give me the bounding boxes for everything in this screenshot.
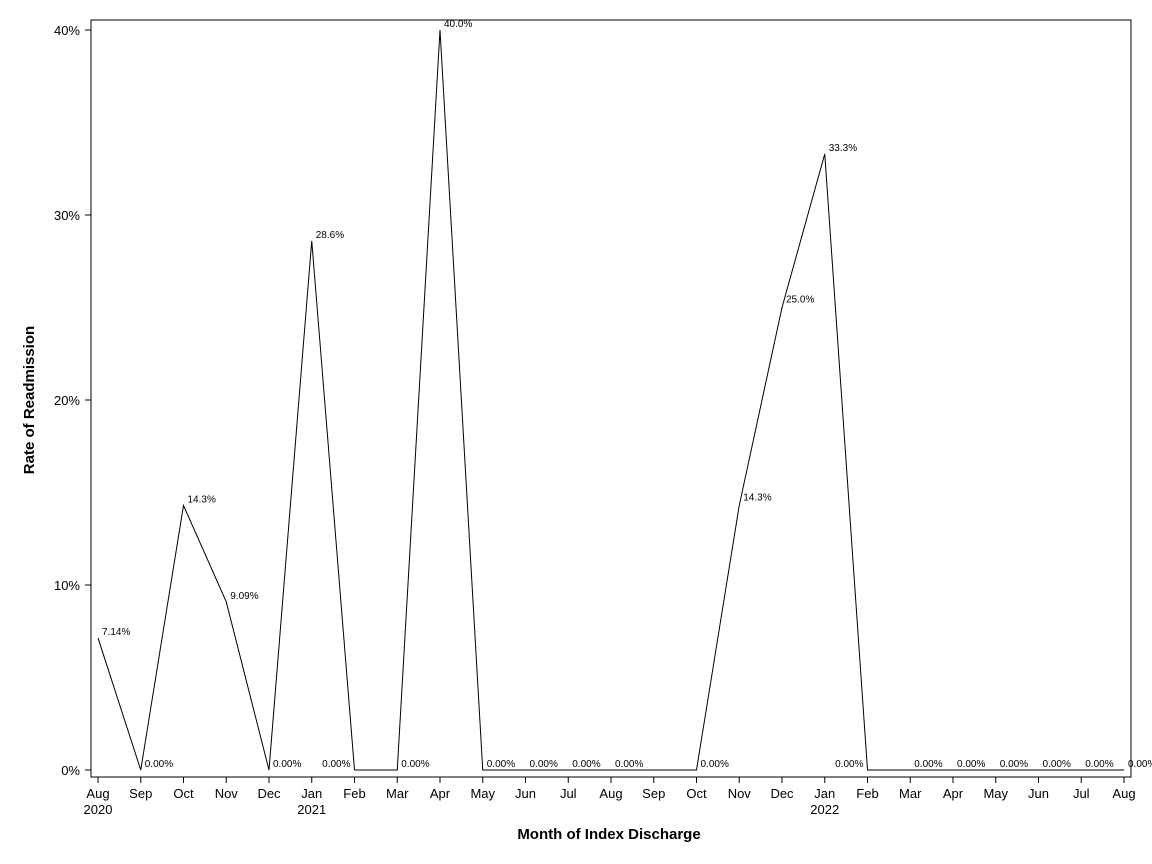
data-label: 0.00% xyxy=(572,759,600,770)
data-label: 0.00% xyxy=(145,759,173,770)
x-tick-year-label: 2022 xyxy=(810,802,839,817)
y-axis: 0% 10% 20% 30% 40% xyxy=(54,23,91,778)
data-label: 14.3% xyxy=(743,492,771,503)
x-tick-label: Feb xyxy=(343,786,365,801)
x-tick-label: Dec xyxy=(257,786,281,801)
x-tick-label: Mar xyxy=(899,786,922,801)
x-tick-label: Apr xyxy=(943,786,964,801)
data-label: 0.00% xyxy=(835,759,863,770)
x-tick-label: Jun xyxy=(1028,786,1049,801)
data-label: 0.00% xyxy=(1085,759,1113,770)
y-tick-label: 20% xyxy=(54,393,80,408)
y-tick-label: 40% xyxy=(54,23,80,38)
data-label: 0.00% xyxy=(487,759,515,770)
data-label: 0.00% xyxy=(1128,759,1152,770)
data-label: 0.00% xyxy=(1000,759,1028,770)
x-tick-label: Dec xyxy=(770,786,794,801)
x-tick-label: Oct xyxy=(173,786,194,801)
x-tick-label: Jan xyxy=(301,786,322,801)
x-tick-label: Jul xyxy=(1073,786,1090,801)
x-tick-label: Aug xyxy=(599,786,622,801)
data-label: 28.6% xyxy=(316,230,344,241)
x-tick-label: Sep xyxy=(642,786,665,801)
data-labels: 7.14% 0.00% 14.3% 9.09% 0.00% 28.6% 0.00% 0.00%… xyxy=(102,19,1152,770)
data-label: 0.00% xyxy=(530,759,558,770)
data-label: 0.00% xyxy=(401,759,429,770)
y-tick-label: 30% xyxy=(54,208,80,223)
x-tick-label: Jun xyxy=(515,786,536,801)
x-tick-label: Aug xyxy=(86,786,109,801)
data-label: 0.00% xyxy=(1043,759,1071,770)
x-tick-label: Oct xyxy=(686,786,707,801)
data-label: 33.3% xyxy=(829,143,857,154)
y-tick-label: 10% xyxy=(54,578,80,593)
x-tick-label: Sep xyxy=(129,786,152,801)
x-tick-label: Feb xyxy=(856,786,878,801)
x-tick-label: May xyxy=(470,786,495,801)
series-line xyxy=(97,29,1124,771)
x-tick-label: Apr xyxy=(430,786,451,801)
data-label: 0.00% xyxy=(273,759,301,770)
data-label: 0.00% xyxy=(701,759,729,770)
x-tick-year-label: 2020 xyxy=(84,802,113,817)
x-tick-label: Nov xyxy=(728,786,752,801)
x-tick-label: Aug xyxy=(1112,786,1135,801)
y-tick-label: 0% xyxy=(61,763,80,778)
data-label: 0.00% xyxy=(914,759,942,770)
data-label: 0.00% xyxy=(957,759,985,770)
data-label: 9.09% xyxy=(230,591,258,602)
data-label: 0.00% xyxy=(322,759,350,770)
data-label: 7.14% xyxy=(102,627,130,638)
data-label: 14.3% xyxy=(188,494,216,505)
x-tick-label: Jul xyxy=(560,786,577,801)
data-label: 40.0% xyxy=(444,19,472,30)
x-axis-title: Month of Index Discharge xyxy=(517,826,700,843)
plot-frame xyxy=(90,19,1132,778)
x-tick-year-label: 2021 xyxy=(297,802,326,817)
x-tick-label: Mar xyxy=(386,786,409,801)
x-tick-label: Jan xyxy=(814,786,835,801)
x-tick-label: May xyxy=(983,786,1008,801)
y-axis-title: Rate of Readmission xyxy=(21,326,38,474)
x-tick-label: Nov xyxy=(215,786,239,801)
data-label: 25.0% xyxy=(786,295,814,306)
data-label: 0.00% xyxy=(615,759,643,770)
